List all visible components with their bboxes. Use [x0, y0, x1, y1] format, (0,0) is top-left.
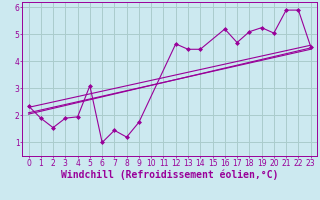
X-axis label: Windchill (Refroidissement éolien,°C): Windchill (Refroidissement éolien,°C)	[61, 169, 278, 180]
